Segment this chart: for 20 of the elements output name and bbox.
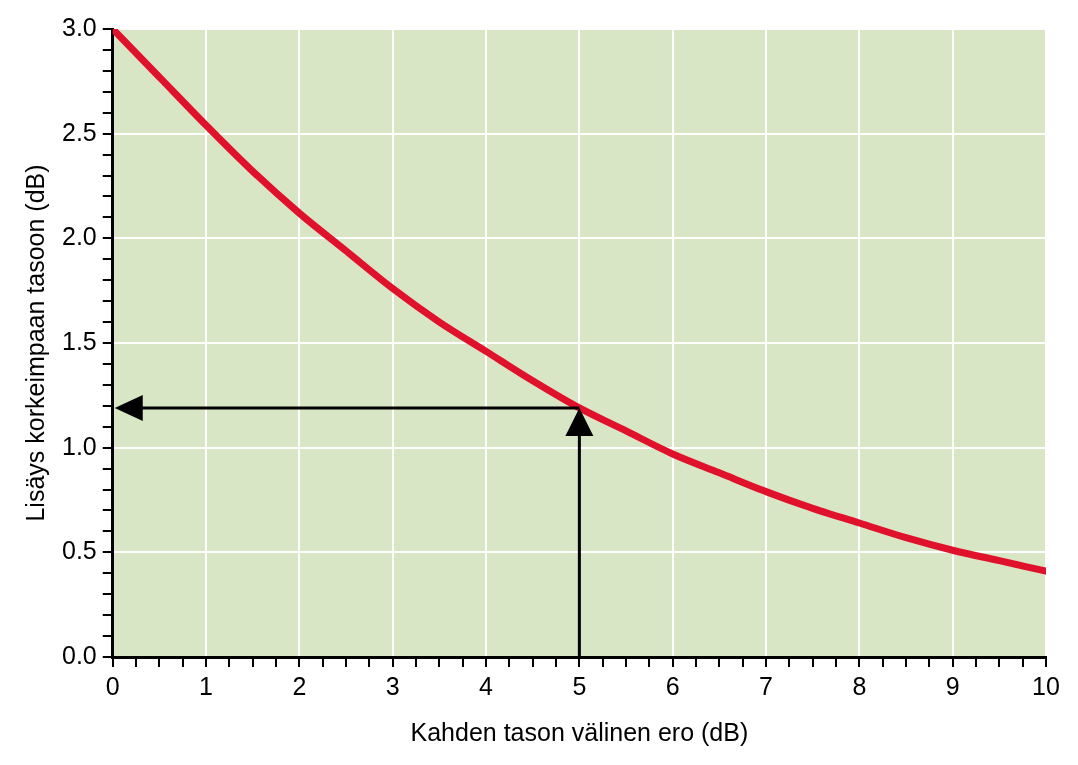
y-tick-label: 1.5: [61, 326, 97, 355]
x-axis-title: Kahden tason välinen ero (dB): [410, 717, 749, 746]
x-tick-label: 3: [385, 671, 400, 700]
y-tick-label: 1.0: [61, 431, 97, 460]
x-tick-label: 7: [759, 671, 773, 700]
x-tick-label: 4: [479, 671, 494, 700]
y-tick-label: 3.0: [61, 12, 97, 41]
x-tick-label: 9: [945, 671, 960, 700]
x-tick-label: 0: [105, 671, 120, 700]
x-tick-label: 8: [852, 671, 867, 700]
y-axis-title: Lisäys korkeimpaan tasoon (dB): [20, 164, 49, 522]
x-tick-label: 6: [665, 671, 680, 700]
y-tick-label: 2.5: [61, 117, 97, 146]
y-tick-label: 0.0: [61, 640, 97, 669]
x-tick-label: 5: [572, 671, 587, 700]
y-tick-label: 2.0: [61, 222, 97, 251]
x-tick-label: 2: [292, 671, 307, 700]
x-tick-label: 10: [1032, 671, 1060, 700]
x-tick-label: 1: [199, 671, 214, 700]
y-tick-label: 0.5: [61, 536, 97, 565]
